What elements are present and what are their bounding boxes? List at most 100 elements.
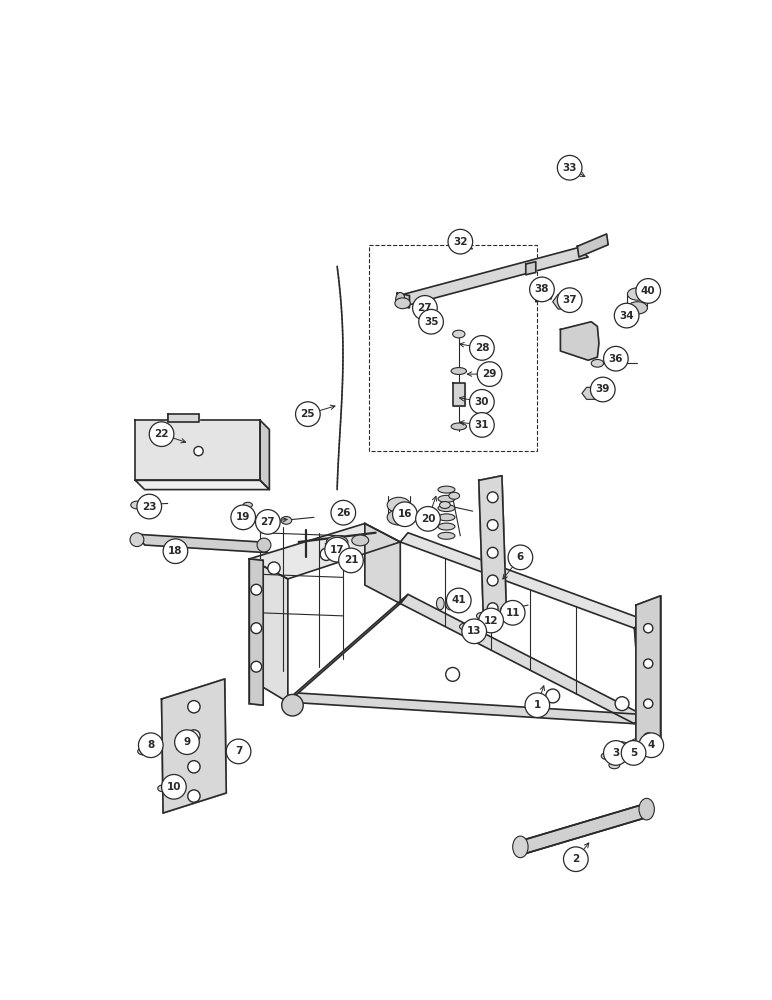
Ellipse shape (438, 514, 455, 521)
Ellipse shape (601, 753, 612, 759)
Polygon shape (398, 248, 588, 305)
Ellipse shape (281, 517, 292, 524)
Ellipse shape (137, 748, 148, 755)
Circle shape (446, 588, 471, 613)
Text: 37: 37 (562, 295, 577, 305)
Polygon shape (135, 480, 269, 490)
Polygon shape (526, 262, 536, 275)
Ellipse shape (459, 623, 470, 630)
Ellipse shape (396, 292, 405, 306)
Circle shape (557, 288, 582, 312)
Circle shape (393, 502, 417, 527)
Circle shape (163, 539, 188, 564)
Circle shape (251, 661, 262, 672)
Ellipse shape (452, 330, 465, 338)
Ellipse shape (438, 495, 455, 502)
Ellipse shape (438, 505, 455, 512)
Polygon shape (479, 476, 506, 619)
Ellipse shape (445, 597, 453, 610)
Text: 38: 38 (535, 284, 549, 294)
Text: 13: 13 (467, 626, 482, 636)
Ellipse shape (157, 785, 168, 792)
Circle shape (546, 689, 560, 703)
Ellipse shape (439, 502, 450, 508)
Polygon shape (636, 596, 661, 753)
Circle shape (226, 739, 251, 764)
Ellipse shape (425, 307, 436, 315)
Circle shape (138, 733, 163, 758)
Text: 29: 29 (482, 369, 496, 379)
Ellipse shape (438, 523, 455, 530)
Ellipse shape (476, 612, 487, 619)
Ellipse shape (388, 510, 410, 525)
Ellipse shape (388, 497, 410, 513)
Text: 40: 40 (641, 286, 655, 296)
Polygon shape (400, 533, 642, 628)
Text: 19: 19 (236, 512, 250, 522)
Text: 35: 35 (424, 317, 438, 327)
Ellipse shape (449, 492, 459, 499)
Text: 8: 8 (147, 740, 154, 750)
Text: 20: 20 (421, 514, 435, 524)
Circle shape (644, 659, 653, 668)
Circle shape (615, 697, 629, 711)
Text: 5: 5 (630, 748, 637, 758)
Circle shape (448, 229, 472, 254)
Circle shape (487, 603, 498, 614)
Text: 25: 25 (300, 409, 315, 419)
Polygon shape (365, 523, 400, 604)
Text: 17: 17 (330, 545, 344, 555)
Circle shape (487, 492, 498, 503)
Circle shape (557, 155, 582, 180)
Text: 27: 27 (418, 303, 432, 313)
Polygon shape (161, 679, 226, 813)
Ellipse shape (438, 486, 455, 493)
Text: 3: 3 (612, 748, 619, 758)
Ellipse shape (352, 535, 369, 546)
Text: 10: 10 (167, 782, 181, 792)
Polygon shape (249, 559, 288, 702)
Circle shape (500, 600, 525, 625)
Text: 11: 11 (506, 608, 520, 618)
Text: 28: 28 (475, 343, 489, 353)
Circle shape (188, 790, 200, 802)
Ellipse shape (438, 532, 455, 539)
Circle shape (479, 608, 503, 633)
Circle shape (194, 446, 203, 456)
Text: 31: 31 (475, 420, 489, 430)
Ellipse shape (591, 359, 604, 367)
Circle shape (268, 562, 280, 574)
Ellipse shape (628, 288, 648, 300)
Circle shape (525, 693, 550, 718)
Ellipse shape (327, 536, 348, 548)
Circle shape (644, 733, 653, 742)
Text: 26: 26 (336, 508, 350, 518)
Ellipse shape (139, 740, 150, 747)
Circle shape (325, 537, 350, 562)
Circle shape (644, 699, 653, 708)
Circle shape (487, 547, 498, 558)
Circle shape (188, 701, 200, 713)
Text: 9: 9 (184, 737, 191, 747)
Text: 34: 34 (619, 311, 634, 321)
Polygon shape (536, 286, 553, 302)
Text: 39: 39 (595, 384, 610, 394)
Circle shape (339, 548, 364, 573)
Ellipse shape (617, 742, 628, 749)
Circle shape (591, 377, 615, 402)
Ellipse shape (436, 597, 444, 610)
Polygon shape (168, 414, 198, 422)
Circle shape (644, 624, 653, 633)
Circle shape (469, 413, 494, 437)
Polygon shape (577, 234, 608, 257)
Polygon shape (288, 594, 408, 702)
Ellipse shape (451, 368, 466, 374)
Polygon shape (582, 387, 601, 399)
Ellipse shape (455, 597, 462, 610)
Circle shape (639, 733, 664, 758)
Circle shape (469, 389, 494, 414)
Circle shape (320, 548, 333, 560)
Circle shape (137, 494, 161, 519)
Text: 22: 22 (154, 429, 169, 439)
Circle shape (174, 730, 199, 754)
